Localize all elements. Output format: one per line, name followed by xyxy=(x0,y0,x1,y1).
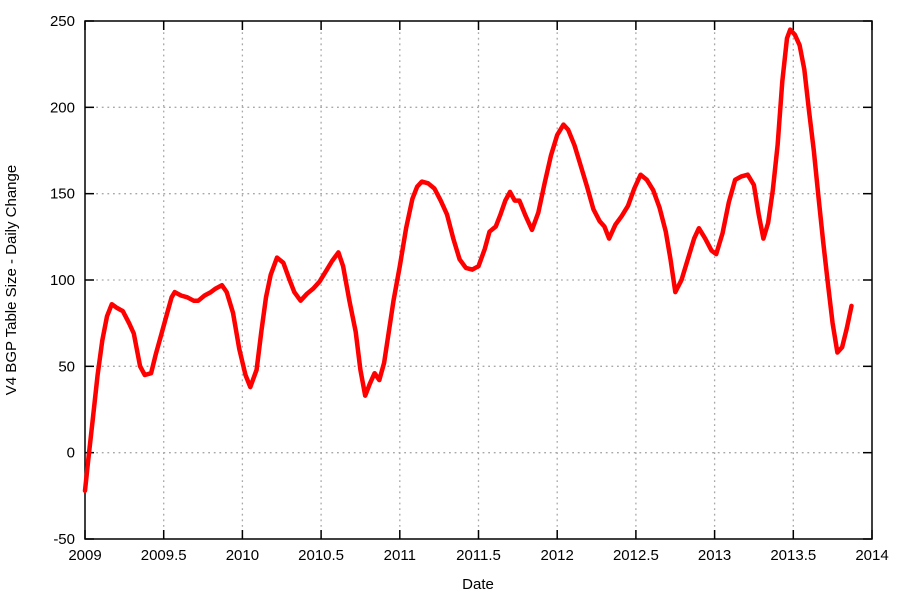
x-tick-label: 2013 xyxy=(698,547,731,564)
tick-label-layer: 2009 2009.5 2010 2010.5 2011 2011.5 2012 2012.5… xyxy=(50,13,889,564)
x-tick-label: 2014 xyxy=(855,547,888,564)
data-line-v4-bgp-daily-change xyxy=(82,27,854,493)
y-tick-label: 50 xyxy=(58,358,75,375)
tick-layer xyxy=(84,20,873,540)
x-tick-label: 2011.5 xyxy=(456,547,501,564)
grid-layer xyxy=(85,21,872,539)
y-tick-label: 0 xyxy=(67,445,75,462)
x-tick-label: 2009.5 xyxy=(141,547,187,564)
y-tick-label: 150 xyxy=(50,186,75,203)
y-axis-title: V4 BGP Table Size - Daily Change xyxy=(3,165,20,395)
x-tick-label: 2010.5 xyxy=(298,547,344,564)
x-tick-label: 2012.5 xyxy=(613,547,659,564)
x-tick-label: 2009 xyxy=(68,547,101,564)
x-tick-label: 2011 xyxy=(384,547,416,564)
y-tick-label: 100 xyxy=(50,272,75,289)
y-tick-label: 200 xyxy=(50,99,75,116)
series-layer xyxy=(82,27,854,493)
x-tick-label: 2012 xyxy=(541,547,574,564)
x-tick-label: 2013.5 xyxy=(770,547,816,564)
x-axis-title: Date xyxy=(462,576,494,593)
x-tick-label: 2010 xyxy=(226,547,259,564)
y-tick-label: -50 xyxy=(53,531,75,548)
y-tick-label: 250 xyxy=(50,13,75,30)
